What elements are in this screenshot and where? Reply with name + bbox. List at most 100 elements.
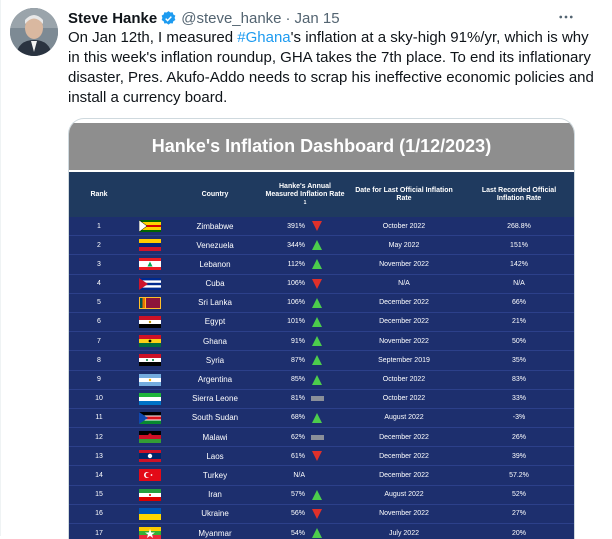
cell-date: December 2022	[379, 471, 429, 479]
header-rank: Rank	[90, 190, 108, 198]
cell-last-rate: -3%	[512, 414, 526, 422]
cell-last-rate: 50%	[511, 337, 526, 345]
more-options-icon[interactable]	[555, 6, 577, 28]
cell-country: Iran	[208, 490, 222, 500]
cell-trend	[309, 275, 325, 293]
author-handle[interactable]: @steve_hanke	[181, 9, 282, 27]
cell-trend	[309, 447, 325, 465]
cell-last-rate: 151%	[510, 241, 528, 249]
zimbabwe-flag-icon	[139, 220, 161, 232]
cell-country: Syria	[205, 355, 225, 365]
cell-date: December 2022	[379, 452, 429, 460]
cell-trend	[309, 428, 325, 446]
cell-rate: 106%	[287, 280, 305, 288]
cell-date: N/A	[398, 280, 410, 288]
cell-rank: 13	[95, 452, 103, 460]
dashboard-rows: 1 Zimbabwe 391% October 2022 268.8% 2 Venezuel…	[69, 217, 574, 539]
cell-trend	[309, 390, 325, 408]
tweet-header: Steve Hanke @steve_hanke · Jan 15	[68, 8, 340, 28]
cell-rate: 91%	[290, 337, 305, 345]
cell-rate: 54%	[290, 529, 305, 537]
cell-rate: 85%	[290, 376, 305, 383]
cell-rate: 87%	[290, 356, 305, 364]
cell-trend	[309, 409, 325, 427]
laos-flag-icon	[139, 450, 161, 463]
cell-rank: 10	[95, 395, 103, 403]
header-country: Country	[201, 190, 229, 198]
cell-rate: 61%	[290, 452, 305, 460]
author-name[interactable]: Steve Hanke	[68, 9, 158, 27]
avatar[interactable]	[10, 8, 58, 56]
cell-rank: 9	[97, 376, 101, 383]
cell-country: Myanmar	[198, 528, 232, 538]
cell-trend	[309, 371, 325, 389]
cell-rank: 14	[95, 471, 103, 479]
cell-date: November 2022	[379, 337, 429, 345]
cell-last-rate: N/A	[513, 280, 525, 288]
cell-trend	[309, 217, 325, 235]
cell-date: December 2022	[379, 299, 429, 307]
cell-trend	[309, 505, 325, 523]
cell-country: Sierra Leone	[192, 394, 238, 404]
cell-last-rate: 66%	[511, 299, 526, 307]
trend-up-icon	[312, 489, 322, 500]
cell-date: October 2022	[382, 222, 426, 230]
dashboard-title: Hanke's Inflation Dashboard (1/12/2023)	[69, 123, 574, 170]
lebanon-flag-icon	[139, 258, 161, 271]
cell-country: Argentina	[197, 375, 233, 384]
cell-date: December 2022	[379, 318, 429, 326]
sri-lanka-flag-icon	[139, 296, 161, 309]
cell-date: December 2022	[379, 433, 429, 441]
cell-rank: 11	[95, 414, 103, 422]
iran-flag-icon	[139, 488, 161, 501]
cell-rate: 81%	[290, 395, 305, 403]
table-row: 2 Venezuela 344% May 2022 151%	[69, 236, 574, 256]
sierra-leone-flag-icon	[139, 392, 161, 405]
cell-date: November 2022	[379, 260, 429, 268]
ghana-flag-icon	[139, 335, 161, 348]
dashboard-header-row: Rank Country Hanke's Annual Measured Inf…	[69, 170, 574, 217]
cell-rank: 5	[97, 299, 101, 307]
trend-down-icon	[312, 508, 322, 519]
cell-country: Cuba	[205, 279, 225, 289]
egypt-flag-icon	[139, 315, 161, 328]
malawi-flag-icon	[139, 431, 161, 444]
cell-last-rate: 33%	[511, 395, 526, 403]
argentina-flag-icon	[139, 373, 161, 386]
cell-rate: 56%	[290, 510, 305, 518]
venezuela-flag-icon	[139, 239, 161, 252]
cell-rank: 12	[95, 433, 103, 441]
cell-country: Ghana	[202, 336, 228, 346]
cell-date: November 2022	[379, 510, 429, 518]
table-row: 3 Lebanon 112% November 2022 142%	[69, 255, 574, 275]
tweet-media-image[interactable]: Hanke's Inflation Dashboard (1/12/2023) …	[68, 118, 575, 539]
trend-up-icon	[312, 316, 322, 327]
cell-last-rate: 142%	[510, 260, 528, 268]
turkey-flag-icon	[139, 469, 161, 482]
header-last-rate: Last Recorded Official Inflation Rate	[481, 186, 557, 202]
tweet-text: On Jan 12th, I measured #Ghana's inflati…	[68, 28, 598, 108]
trend-up-icon	[312, 297, 322, 308]
trend-down-icon	[312, 451, 322, 462]
table-row: 9 Argentina 85% October 2022 83%	[69, 370, 574, 390]
cell-last-rate: 27%	[511, 510, 526, 518]
tweet-date[interactable]: Jan 15	[294, 9, 340, 27]
table-row: 10 Sierra Leone 81% October 2022 33%	[69, 389, 574, 409]
table-row: 7 Ghana 91% November 2022 50%	[69, 332, 574, 352]
cell-trend	[309, 313, 325, 331]
cell-rate: N/A	[293, 471, 305, 479]
cell-trend	[309, 486, 325, 504]
cell-country: Zimbabwe	[196, 221, 234, 231]
cell-rank: 8	[97, 356, 101, 364]
cell-date: September 2019	[378, 356, 430, 364]
cell-country: Ukraine	[201, 509, 229, 519]
trend-up-icon	[312, 412, 322, 423]
verified-badge-icon	[160, 10, 177, 27]
cell-trend	[309, 466, 325, 484]
cell-rank: 16	[95, 510, 103, 518]
table-row: 4 Cuba 106% N/A N/A	[69, 274, 574, 294]
cell-rank: 1	[97, 222, 101, 230]
table-row: 5 Sri Lanka 106% December 2022 66%	[69, 293, 574, 313]
cell-trend	[309, 236, 325, 254]
hashtag-link[interactable]: #Ghana	[237, 29, 291, 46]
